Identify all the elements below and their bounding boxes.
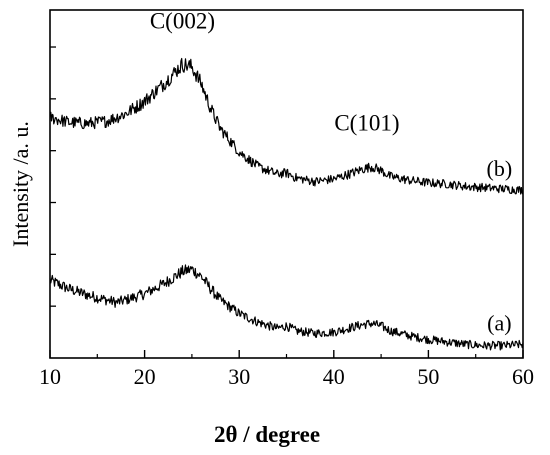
series-line-b (49, 57, 524, 195)
series-label-a: (a) (487, 310, 511, 335)
peak-annotation: C(002) (150, 8, 215, 33)
peak-annotation: C(101) (334, 111, 399, 136)
x-tick-label: 60 (512, 364, 534, 389)
y-axis-ticks (50, 46, 56, 307)
x-axis-ticks: 10 20 30 40 50 60 (39, 350, 534, 389)
annotation-layer: C(002) C(101) (150, 8, 400, 135)
series-layer: (a) (b) (49, 57, 524, 351)
x-tick-label: 50 (417, 364, 439, 389)
x-tick-label: 30 (228, 364, 250, 389)
x-tick-label: 40 (323, 364, 345, 389)
y-axis-label: Intensity /a. u. (8, 121, 33, 247)
series-label-b: (b) (487, 156, 513, 181)
x-tick-label: 20 (134, 364, 156, 389)
x-tick-label: 10 (39, 364, 61, 389)
x-axis-label: 2θ / degree (214, 422, 320, 447)
series-line-a (49, 264, 524, 351)
